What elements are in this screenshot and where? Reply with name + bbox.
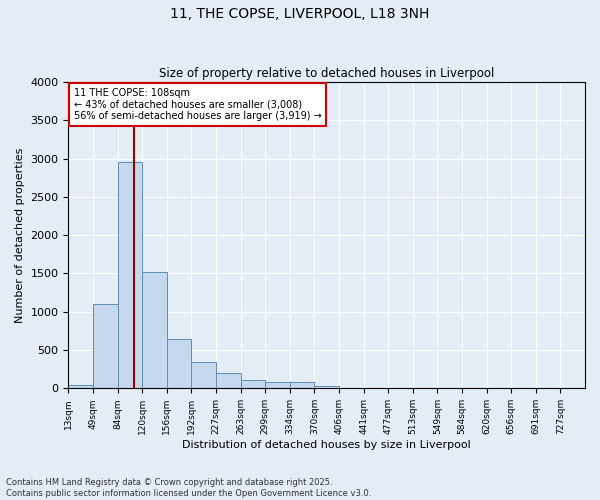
Bar	[241, 380, 265, 388]
Text: 11, THE COPSE, LIVERPOOL, L18 3NH: 11, THE COPSE, LIVERPOOL, L18 3NH	[170, 8, 430, 22]
X-axis label: Distribution of detached houses by size in Liverpool: Distribution of detached houses by size …	[182, 440, 471, 450]
Bar	[290, 382, 314, 388]
Title: Size of property relative to detached houses in Liverpool: Size of property relative to detached ho…	[159, 66, 494, 80]
Bar	[265, 382, 290, 388]
Bar	[68, 384, 93, 388]
Y-axis label: Number of detached properties: Number of detached properties	[15, 148, 25, 323]
Text: Contains HM Land Registry data © Crown copyright and database right 2025.
Contai: Contains HM Land Registry data © Crown c…	[6, 478, 371, 498]
Bar	[216, 373, 241, 388]
Bar	[93, 304, 118, 388]
Bar	[167, 338, 191, 388]
Bar	[118, 162, 142, 388]
Text: 11 THE COPSE: 108sqm
← 43% of detached houses are smaller (3,008)
56% of semi-de: 11 THE COPSE: 108sqm ← 43% of detached h…	[74, 88, 322, 122]
Bar	[191, 362, 216, 388]
Bar	[314, 386, 339, 388]
Bar	[142, 272, 167, 388]
